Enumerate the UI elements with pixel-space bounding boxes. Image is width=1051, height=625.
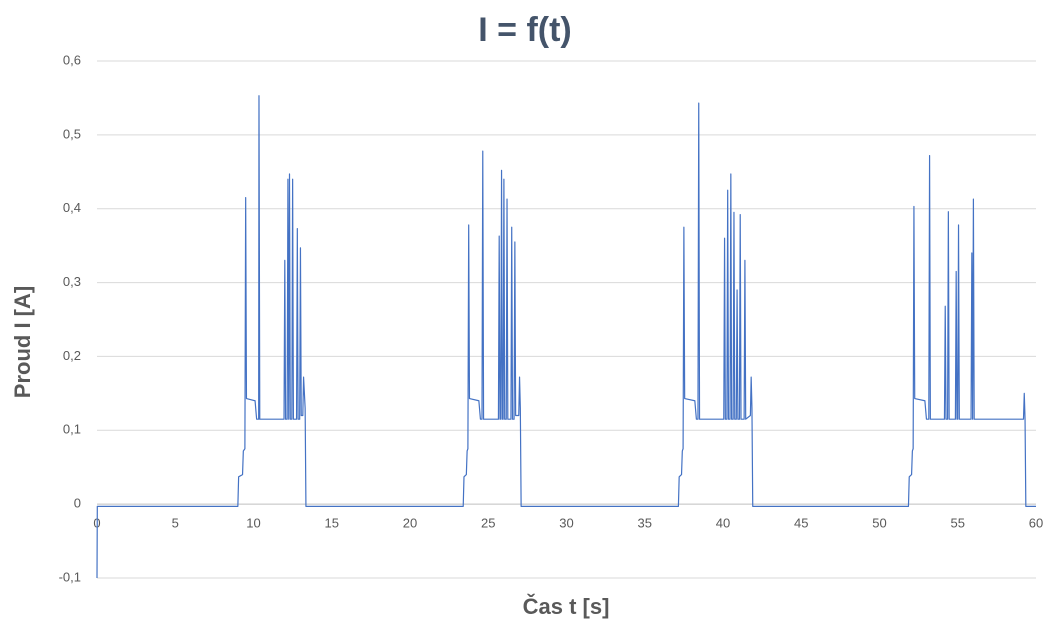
x-tick-label: 50: [872, 516, 886, 531]
y-tick-label: 0: [74, 496, 81, 511]
y-tick-label: 0,1: [63, 422, 81, 437]
x-axis-title: Čas t [s]: [523, 594, 610, 619]
y-tick-label: 0,5: [63, 126, 81, 141]
x-tick-label: 30: [559, 516, 573, 531]
y-tick-label: 0,4: [63, 200, 81, 215]
x-tick-label: 5: [172, 516, 179, 531]
x-tick-label: 10: [246, 516, 260, 531]
y-tick-label: 0,2: [63, 348, 81, 363]
x-tick-label: 45: [794, 516, 808, 531]
y-axis-title: Proud I [A]: [10, 286, 35, 398]
y-tick-label: -0,1: [59, 569, 81, 584]
x-tick-label: 55: [951, 516, 965, 531]
x-tick-label: 35: [638, 516, 652, 531]
x-tick-label: 15: [325, 516, 339, 531]
x-tick-label: 60: [1029, 516, 1043, 531]
data-line: [96, 95, 1036, 579]
y-tick-label: 0,6: [63, 52, 81, 67]
x-tick-label: 25: [481, 516, 495, 531]
x-tick-label: 20: [403, 516, 417, 531]
x-tick-label: 40: [716, 516, 730, 531]
y-tick-label: 0,3: [63, 274, 81, 289]
chart-title: I = f(t): [478, 11, 571, 49]
